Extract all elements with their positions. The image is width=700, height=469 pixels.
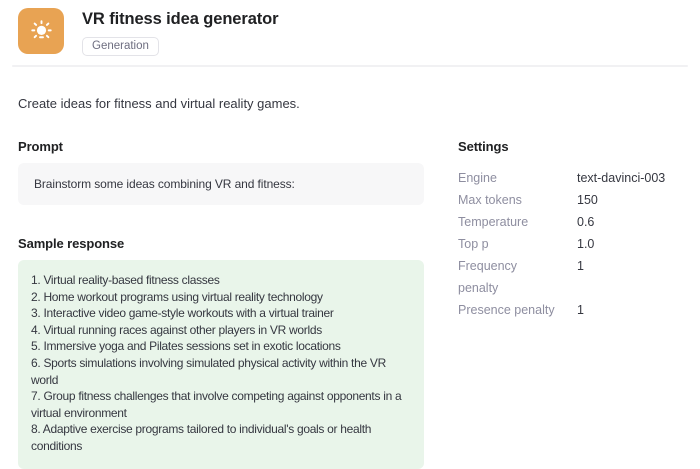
settings-value: text-davinci-003 [577, 171, 666, 185]
sample-response-box: 1. Virtual reality-based fitness classes… [18, 260, 424, 469]
response-line: 5. Immersive yoga and Pilates sessions s… [31, 339, 341, 354]
settings-value: 0.6 [577, 215, 595, 229]
page-title: VR fitness idea generator [82, 10, 279, 28]
header-divider [12, 65, 688, 67]
settings-label: Engine [458, 171, 497, 185]
settings-row-top-p: Top p 1.0 [458, 233, 682, 255]
category-badge: Generation [82, 37, 159, 56]
response-line: 8. Adaptive exercise programs tailored t… [31, 422, 372, 453]
prompt-heading: Prompt [18, 139, 63, 154]
settings-heading: Settings [458, 139, 509, 154]
lightbulb-icon [30, 19, 52, 38]
app-icon [18, 8, 64, 54]
settings-value: 1.0 [577, 237, 595, 251]
page-description: Create ideas for fitness and virtual rea… [18, 96, 300, 111]
settings-label: Presence penalty [458, 303, 555, 317]
left-column: Prompt Brainstorm some ideas combining V… [18, 139, 424, 469]
response-line: 7. Group fitness challenges that involve… [31, 389, 402, 420]
response-line: 3. Interactive video game-style workouts… [31, 306, 334, 321]
sample-response-heading: Sample response [18, 236, 125, 251]
settings-value: 150 [577, 193, 598, 207]
settings-row-temperature: Temperature 0.6 [458, 211, 682, 233]
settings-label: Frequency penalty [458, 259, 518, 295]
header-text: VR fitness idea generator Generation [82, 8, 279, 56]
settings-panel: Settings Engine text-davinci-003 Max tok… [458, 139, 682, 469]
settings-label: Max tokens [458, 193, 522, 207]
settings-row-presence-penalty: Presence penalty 1 [458, 299, 682, 321]
response-line: 6. Sports simulations involving simulate… [31, 355, 386, 387]
prompt-box: Brainstorm some ideas combining VR and f… [18, 163, 424, 205]
response-line: 2. Home workout programs using virtual r… [31, 289, 323, 304]
response-line: 1. Virtual reality-based fitness classes [31, 273, 220, 287]
settings-row-engine: Engine text-davinci-003 [458, 167, 682, 189]
settings-label: Top p [458, 237, 489, 251]
settings-row-max-tokens: Max tokens 150 [458, 189, 682, 211]
settings-rows: Engine text-davinci-003 Max tokens 150 T… [458, 167, 682, 321]
settings-value: 1 [577, 259, 584, 273]
settings-row-frequency-penalty: Frequency penalty 1 [458, 255, 682, 299]
content-columns: Prompt Brainstorm some ideas combining V… [18, 139, 682, 469]
settings-value: 1 [577, 303, 584, 317]
response-line: 4. Virtual running races against other p… [31, 322, 322, 337]
settings-label: Temperature [458, 215, 529, 229]
header: VR fitness idea generator Generation [18, 8, 682, 56]
